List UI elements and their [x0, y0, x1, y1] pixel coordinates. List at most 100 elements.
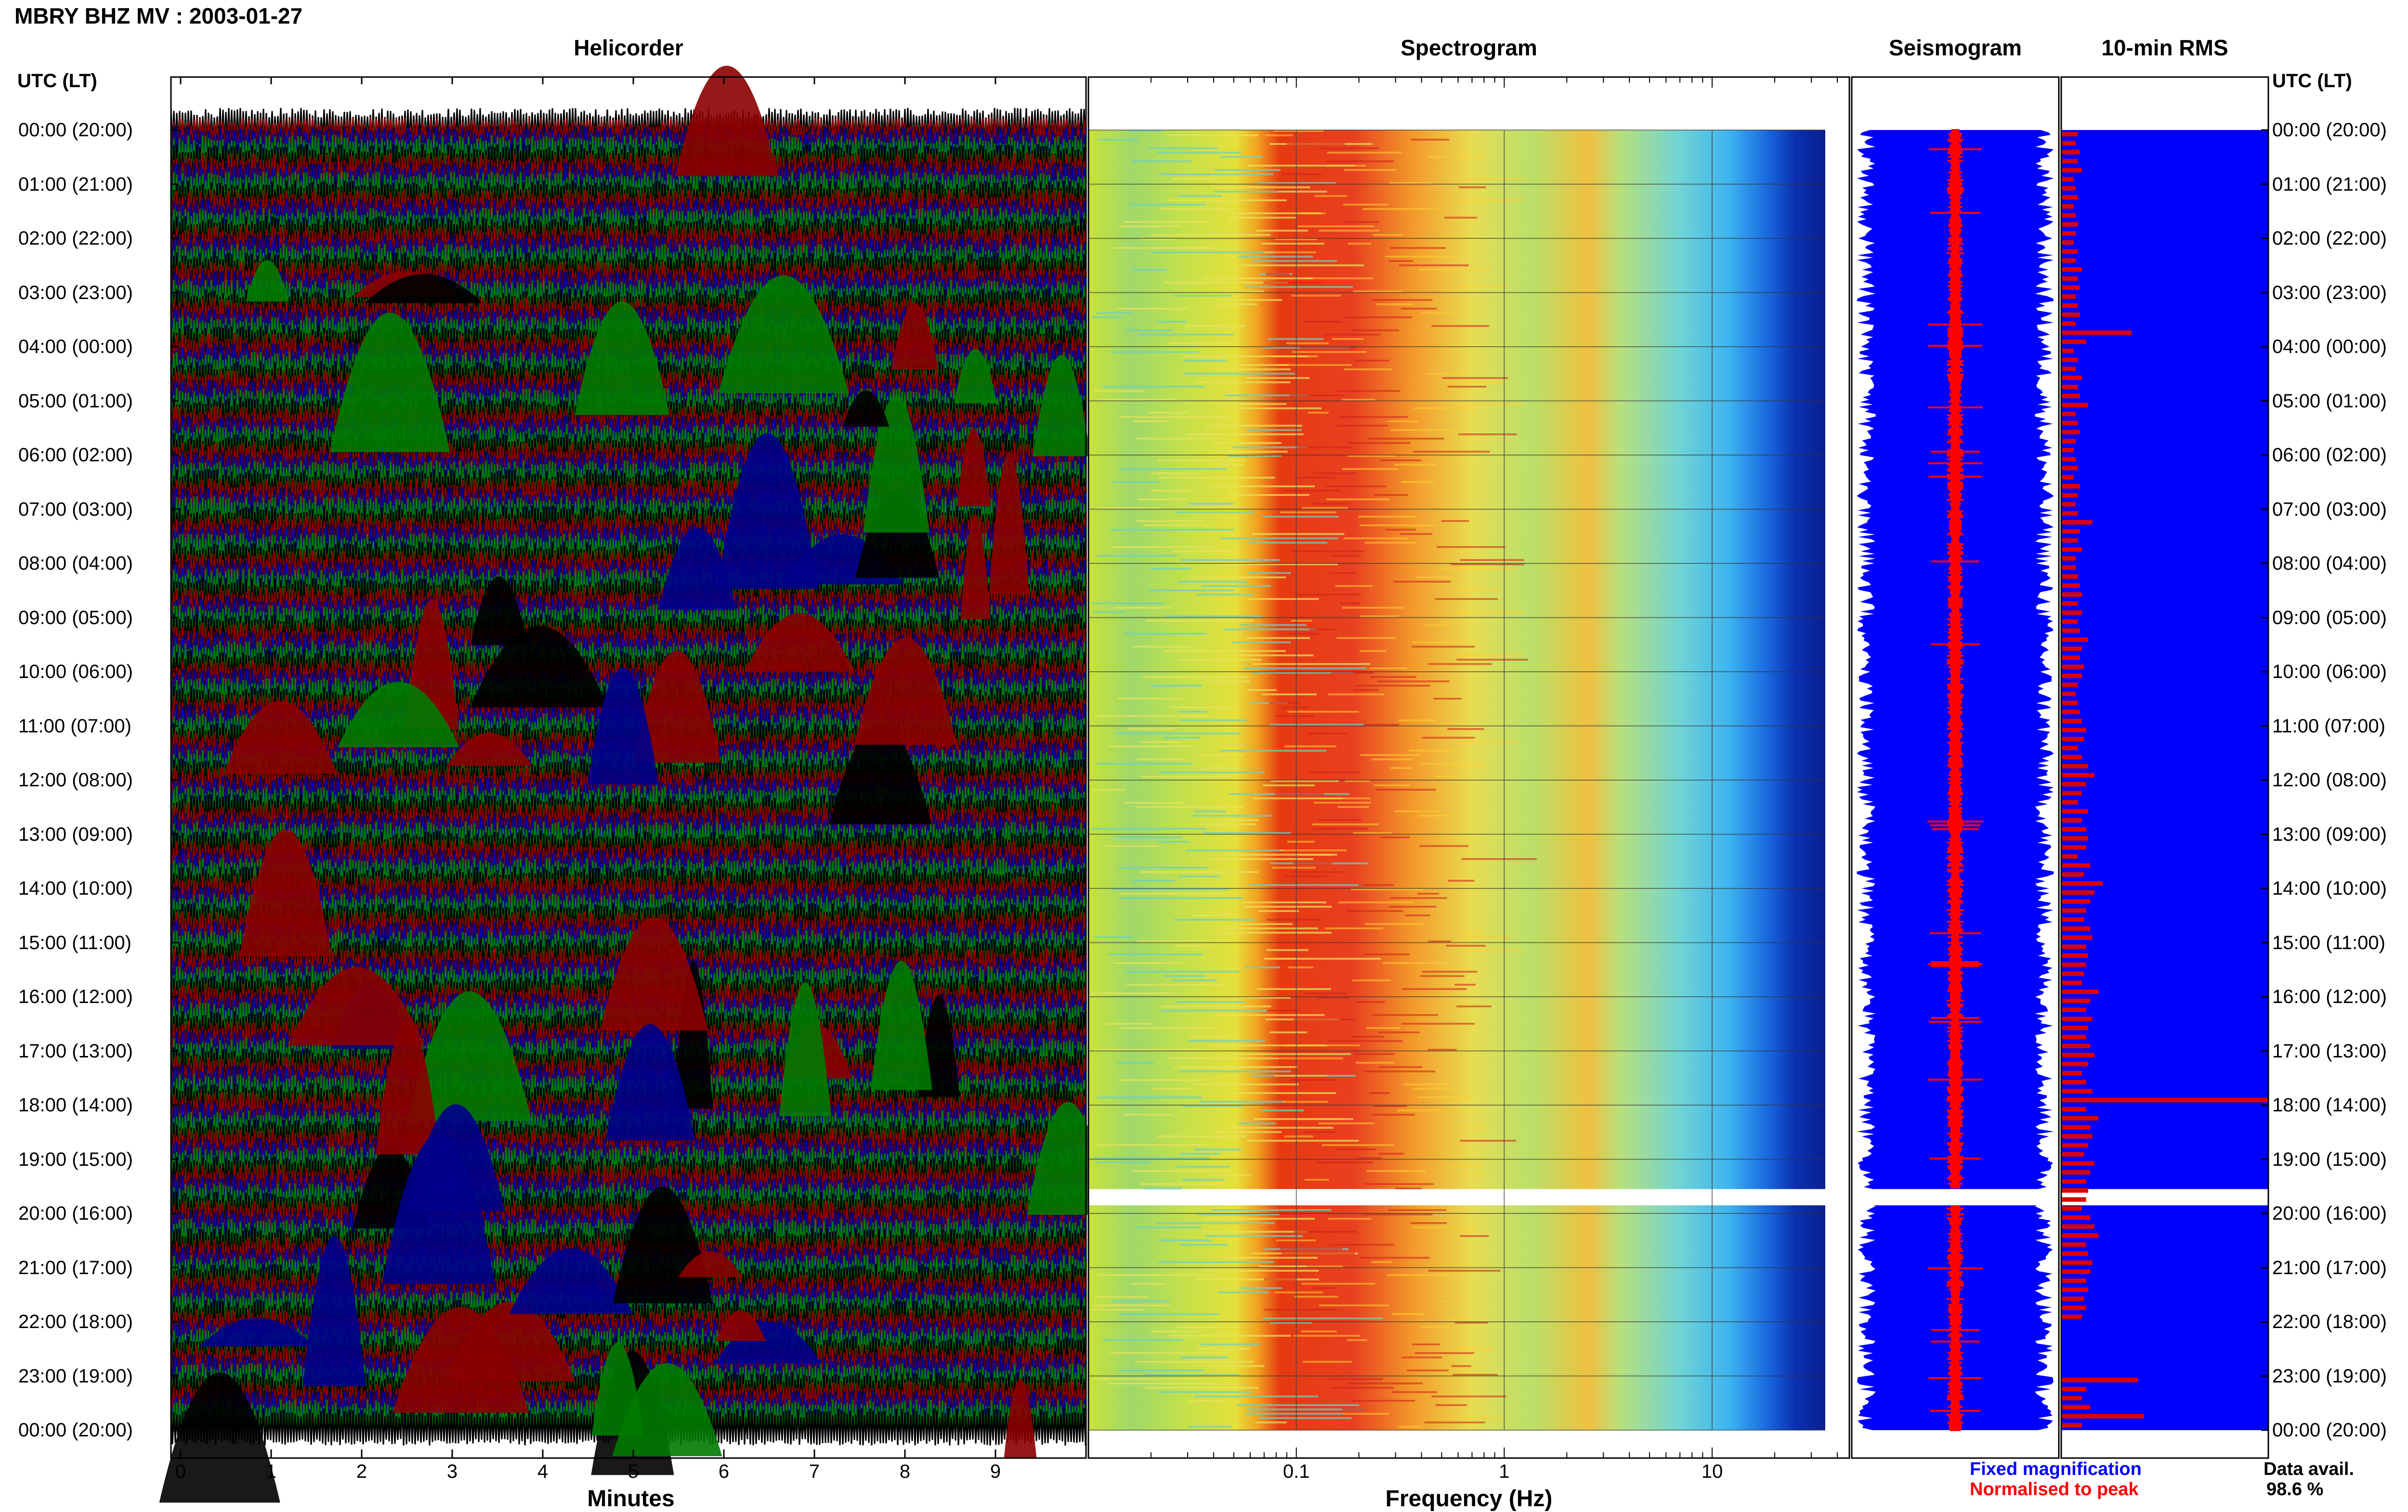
spectrogram-streak: [1378, 1153, 1404, 1155]
helicorder-burst: [393, 1306, 529, 1413]
rms-bar: [2061, 1269, 2091, 1274]
spectrogram-streak: [1157, 321, 1187, 323]
spectrogram-streak: [1291, 871, 1342, 873]
spectrogram-streak: [1117, 1062, 1154, 1064]
spectrogram-streak: [1158, 477, 1275, 479]
spectrogram-streak: [1178, 1070, 1292, 1072]
time-tick-left: 17:00 (13:00): [18, 1040, 133, 1062]
spectrogram-streak: [1328, 1378, 1383, 1380]
rms-bar: [2061, 980, 2082, 985]
rms-bar: [2061, 1034, 2086, 1040]
spectrogram-streak: [1431, 1395, 1506, 1397]
spectrogram-streak: [1422, 312, 1458, 314]
spectrogram-streak: [1227, 1257, 1318, 1259]
time-tick-left: 11:00 (07:00): [18, 715, 131, 737]
helicorder-panel: [159, 65, 1110, 1503]
spectrogram-streak: [1366, 1027, 1400, 1029]
spectrogram-streak: [1145, 620, 1254, 622]
spectrogram-streak: [1319, 797, 1370, 799]
spectrogram-streak: [1344, 169, 1397, 171]
spectrogram-streak: [1114, 607, 1171, 609]
time-tick-left: 19:00 (15:00): [18, 1148, 133, 1170]
rms-bar: [2061, 159, 2078, 164]
rms-bar: [2061, 321, 2076, 326]
spectrogram-streak: [1263, 1309, 1337, 1311]
rms-bar: [2061, 1414, 2144, 1419]
time-tick-right: 14:00 (10:00): [2272, 878, 2387, 899]
spectrogram-streak: [1460, 1235, 1489, 1237]
spectrogram-streak: [1354, 360, 1390, 362]
spectrogram-streak: [1261, 1109, 1304, 1111]
rms-bar: [2061, 1296, 2084, 1301]
spectrogram-streak: [1326, 160, 1394, 162]
spectrogram-streak: [1203, 1270, 1319, 1272]
rms-bar: [2061, 1242, 2086, 1247]
rms-bar: [2061, 357, 2078, 362]
spectrogram-streak: [1280, 849, 1347, 851]
spectrogram-streak: [1355, 685, 1431, 687]
spectrogram-streak: [1356, 1001, 1385, 1003]
spectrogram-streak: [1457, 286, 1506, 288]
spectrogram-streak: [1435, 1404, 1467, 1406]
spectrogram-streak: [1175, 945, 1216, 947]
rms-bar: [2061, 809, 2088, 814]
time-tick-right: 06:00 (02:00): [2272, 444, 2387, 466]
spectrogram-streak: [1358, 884, 1394, 886]
spectrogram-streak: [1144, 1187, 1182, 1189]
spectrogram-streak: [1255, 230, 1309, 232]
spectrogram-streak: [1263, 1317, 1383, 1319]
spectrogram-streak: [1258, 910, 1299, 912]
spectrogram-streak: [1390, 247, 1446, 249]
spectrogram-streak: [1302, 507, 1348, 509]
time-tick-right: 05:00 (01:00): [2272, 390, 2387, 412]
spectrogram-streak: [1214, 191, 1327, 193]
spectrogram-streak: [1219, 750, 1326, 752]
spectrogram-streak: [1329, 1244, 1395, 1246]
spectrogram-streak: [1217, 1131, 1282, 1133]
spectrogram-streak: [1178, 195, 1222, 197]
spectrogram-streak: [1178, 581, 1248, 583]
spectrogram-streak: [1168, 199, 1287, 201]
spectrogram-streak: [1301, 1283, 1375, 1285]
spectrogram-streak: [1157, 1135, 1247, 1137]
panel-frame: [1851, 76, 2060, 1459]
helicorder-burst: [870, 961, 932, 1090]
rms-bar: [2061, 691, 2076, 696]
spectrogram-streak: [1342, 1413, 1389, 1415]
spectrogram-streak: [1295, 477, 1335, 479]
rms-bar: [2061, 1107, 2086, 1112]
spectrogram-streak: [1413, 1088, 1460, 1090]
spectrogram-title: Spectrogram: [1400, 35, 1537, 60]
spectrogram-streak: [1164, 975, 1206, 977]
spectrogram-streak: [1194, 1148, 1242, 1150]
spectrogram-streak: [1105, 1023, 1153, 1025]
spectrogram-streak: [1113, 962, 1183, 964]
spectrogram-streak: [1455, 589, 1501, 591]
spectrogram-streak: [1322, 1144, 1394, 1146]
spectrogram-streak: [1264, 1278, 1296, 1280]
rms-bar: [2061, 628, 2080, 633]
spectrogram-streak: [1287, 711, 1359, 713]
spectrogram-streak: [1247, 598, 1319, 600]
rms-bar: [2061, 872, 2084, 877]
spectrogram-streak: [1143, 676, 1249, 678]
spectrogram-streak: [1208, 485, 1315, 487]
rms-bar: [2061, 1125, 2091, 1130]
spectrogram-streak: [1378, 1031, 1420, 1033]
rms-bar: [2061, 1134, 2093, 1139]
rms-bar: [2061, 384, 2078, 390]
spectrogram-streak: [1413, 641, 1469, 643]
spectrogram-streak: [1372, 299, 1433, 301]
spectrogram-streak: [1119, 468, 1227, 470]
spectrogram-streak: [1176, 1001, 1245, 1003]
rms-bar: [2061, 529, 2080, 534]
spectrogram-streak: [1354, 1053, 1394, 1055]
spectrogram-streak: [1118, 1369, 1204, 1371]
helicorder-xtick-label: 9: [990, 1461, 1001, 1482]
rms-bar: [2061, 1251, 2088, 1256]
rms-bar: [2061, 439, 2076, 443]
spectrogram-streak: [1222, 299, 1283, 301]
spectrogram-streak: [1387, 420, 1418, 422]
spectrogram-streak: [1132, 269, 1167, 271]
spectrogram-streak: [1313, 802, 1372, 804]
